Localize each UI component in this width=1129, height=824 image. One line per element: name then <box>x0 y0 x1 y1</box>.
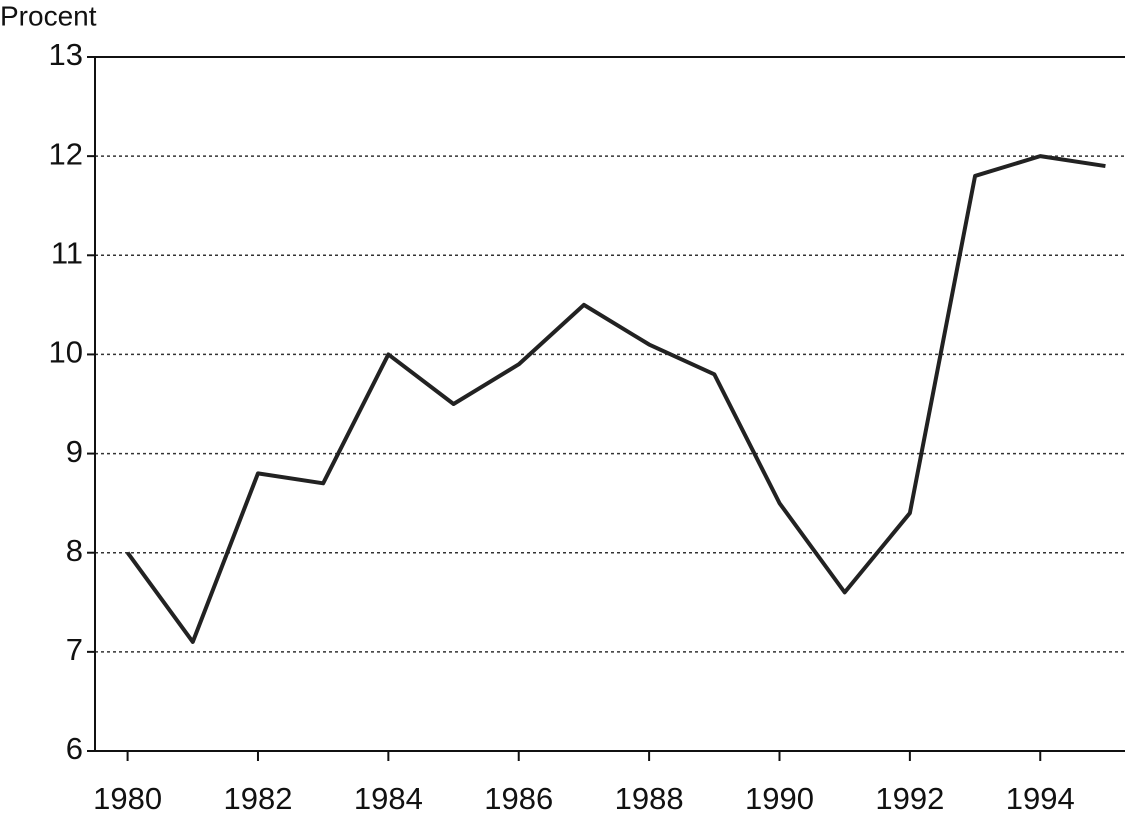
y-tick-label: 8 <box>66 533 83 568</box>
y-tick-label: 12 <box>49 136 83 171</box>
data-line <box>125 154 1106 644</box>
x-tick-label: 1982 <box>223 781 292 816</box>
x-tick-label: 1980 <box>93 781 162 816</box>
y-tick-label: 10 <box>49 335 83 370</box>
x-tick-label: 1984 <box>354 781 423 816</box>
x-tick-label: 1988 <box>615 781 684 816</box>
y-axis-label: Procent <box>0 0 97 31</box>
y-tick-label: 7 <box>66 632 83 667</box>
y-tick-label: 9 <box>66 434 83 469</box>
x-tick-label: 1994 <box>1006 781 1075 816</box>
x-tick-label: 1990 <box>745 781 814 816</box>
x-tick-label: 1992 <box>875 781 944 816</box>
y-tick-label: 11 <box>51 235 83 270</box>
x-tick-label: 1986 <box>484 781 553 816</box>
y-tick-label: 6 <box>66 731 83 766</box>
y-tick-label: 13 <box>49 37 83 72</box>
